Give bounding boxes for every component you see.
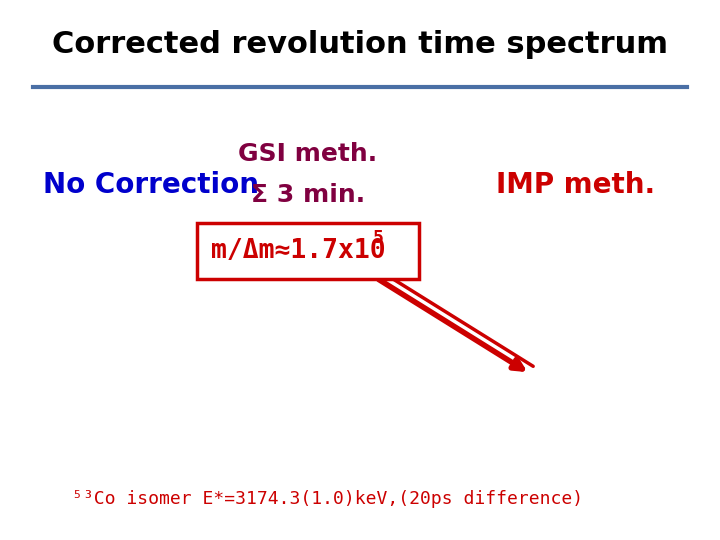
Text: Σ 3 min.: Σ 3 min. [251, 183, 365, 206]
FancyBboxPatch shape [197, 224, 419, 279]
Text: 5: 5 [373, 229, 384, 247]
Text: GSI meth.: GSI meth. [238, 142, 377, 166]
Text: ⁵³Co isomer E*=3174.3(1.0)keV,(20ps difference): ⁵³Co isomer E*=3174.3(1.0)keV,(20ps diff… [73, 490, 583, 508]
Text: IMP meth.: IMP meth. [496, 171, 655, 199]
Text: m/Δm≈1.7x10: m/Δm≈1.7x10 [210, 238, 385, 265]
Text: No Correction: No Correction [42, 171, 258, 199]
Text: Corrected revolution time spectrum: Corrected revolution time spectrum [52, 30, 668, 58]
